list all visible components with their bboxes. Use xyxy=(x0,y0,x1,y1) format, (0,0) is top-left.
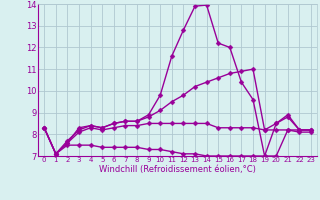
X-axis label: Windchill (Refroidissement éolien,°C): Windchill (Refroidissement éolien,°C) xyxy=(99,165,256,174)
